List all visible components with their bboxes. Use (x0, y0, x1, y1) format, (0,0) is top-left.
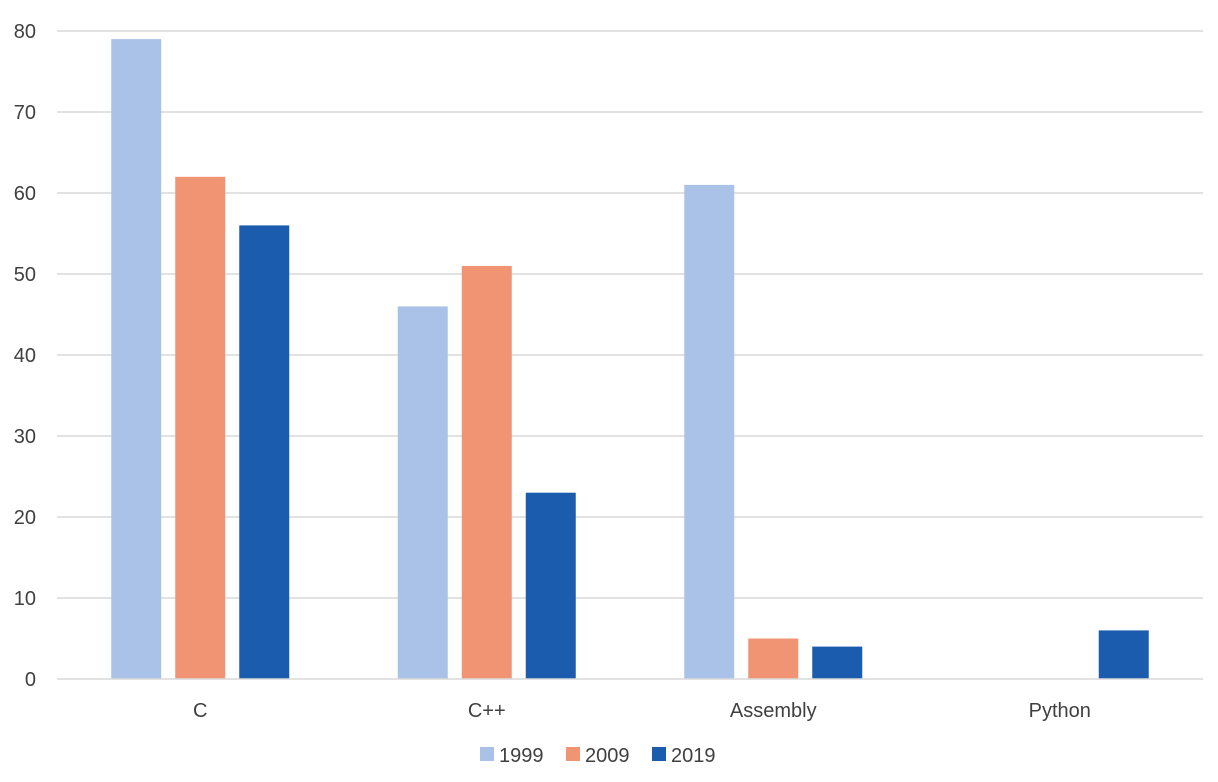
legend-swatch (566, 747, 580, 761)
bar-cplus-1999 (397, 306, 448, 679)
legend: 1999 2009 2019 (480, 745, 716, 767)
legend-swatch (480, 747, 494, 761)
x-category-label: C (193, 700, 207, 722)
y-axis-tick-labels: 0 10 20 30 40 50 60 70 80 (14, 21, 36, 691)
gridlines (57, 30, 1203, 599)
x-category-label: Assembly (730, 700, 817, 722)
legend-label: 2019 (671, 745, 716, 767)
bar-c-2009 (175, 176, 226, 680)
bar-c-2019 (239, 225, 290, 679)
bar-assembly-2019 (812, 646, 863, 679)
y-tick-label: 40 (14, 345, 36, 367)
y-tick-label: 70 (14, 102, 36, 124)
x-category-label: Python (1029, 700, 1091, 722)
y-tick-label: 80 (14, 21, 36, 43)
bar-python-2019 (1098, 630, 1149, 679)
bar-assembly-2009 (748, 638, 799, 679)
bar-cplus-2019 (525, 492, 576, 679)
y-tick-label: 10 (14, 588, 36, 610)
y-tick-label: 60 (14, 183, 36, 205)
y-tick-label: 20 (14, 507, 36, 529)
y-tick-label: 30 (14, 426, 36, 448)
bar-cplus-2009 (461, 265, 512, 679)
x-axis-category-labels: C C++ Assembly Python (193, 700, 1091, 722)
bars (111, 39, 1149, 680)
bar-assembly-1999 (684, 184, 735, 679)
y-tick-label: 50 (14, 264, 36, 286)
legend-label: 1999 (499, 745, 544, 767)
legend-swatch (652, 747, 666, 761)
bar-c-1999 (111, 39, 162, 680)
y-tick-label: 0 (25, 669, 36, 691)
legend-label: 2009 (585, 745, 630, 767)
x-category-label: C++ (468, 700, 506, 722)
